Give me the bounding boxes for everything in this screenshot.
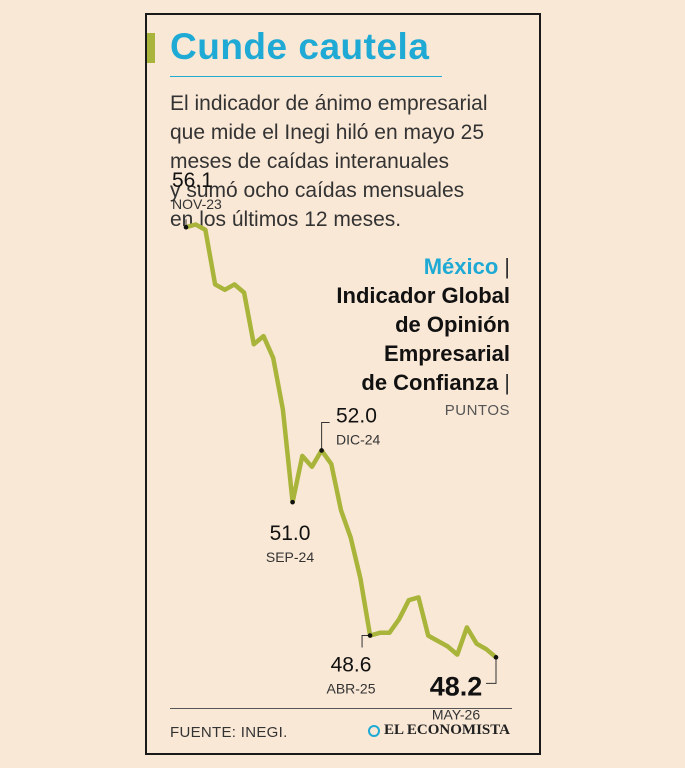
annotation-leader (486, 657, 497, 684)
annotation-marker (319, 448, 324, 453)
chart-title: México | Indicador Global de Opinión Empr… (336, 252, 510, 397)
subtitle-line: El indicador de ánimo empresarial (170, 92, 488, 115)
subtitle: El indicador de ánimo empresarial que mi… (170, 89, 520, 234)
brand-name: EL ECONOMISTA (384, 722, 510, 738)
data-label: 52.0 (336, 404, 377, 427)
annotation-leader (321, 421, 330, 451)
subtitle-line: meses de caídas interanuales (170, 150, 449, 173)
data-label: 48.2 (430, 671, 483, 701)
brand-mark-icon (368, 724, 380, 737)
infographic-card (145, 13, 541, 755)
title-separator: | (504, 254, 510, 279)
chart-title-line: de Opinión (395, 312, 510, 337)
data-label: 56.1 (172, 169, 213, 192)
annotation-marker (183, 224, 189, 230)
title-separator: | (504, 370, 510, 395)
subtitle-line: que mide el Inegi hiló en mayo 25 (170, 121, 485, 144)
chart-title-line: Empresarial (384, 341, 510, 366)
annotation-marker (493, 655, 499, 660)
title-accent-bar (147, 33, 155, 63)
brand-logo: EL ECONOMISTA (368, 722, 510, 739)
date-label: ABR-25 (326, 681, 375, 697)
date-label: MAY-26 (432, 706, 480, 722)
data-label: 51.0 (270, 522, 311, 545)
chart-units: PUNTOS (444, 402, 510, 419)
chart-title-line: de Confianza (361, 370, 499, 395)
chart-country: México (423, 254, 499, 279)
source-note: FUENTE: INEGI. (170, 724, 288, 741)
chart-title-line: Indicador Global (336, 283, 510, 308)
title-underline (170, 76, 442, 77)
subtitle-line: en los últimos 12 meses. (170, 208, 402, 231)
annotation-marker (367, 633, 373, 638)
subtitle-line: y sumó ocho caídas mensuales (170, 179, 465, 202)
series-line (183, 222, 499, 660)
footer-divider (170, 708, 512, 709)
date-label: DIC-24 (336, 431, 381, 447)
date-label: SEP-24 (266, 549, 314, 565)
annotation-marker (290, 499, 295, 505)
data-label: 48.6 (331, 654, 372, 677)
annotation-leader (361, 635, 371, 648)
page-title: Cunde cautela (170, 26, 430, 67)
date-label: NOV-23 (172, 196, 222, 212)
